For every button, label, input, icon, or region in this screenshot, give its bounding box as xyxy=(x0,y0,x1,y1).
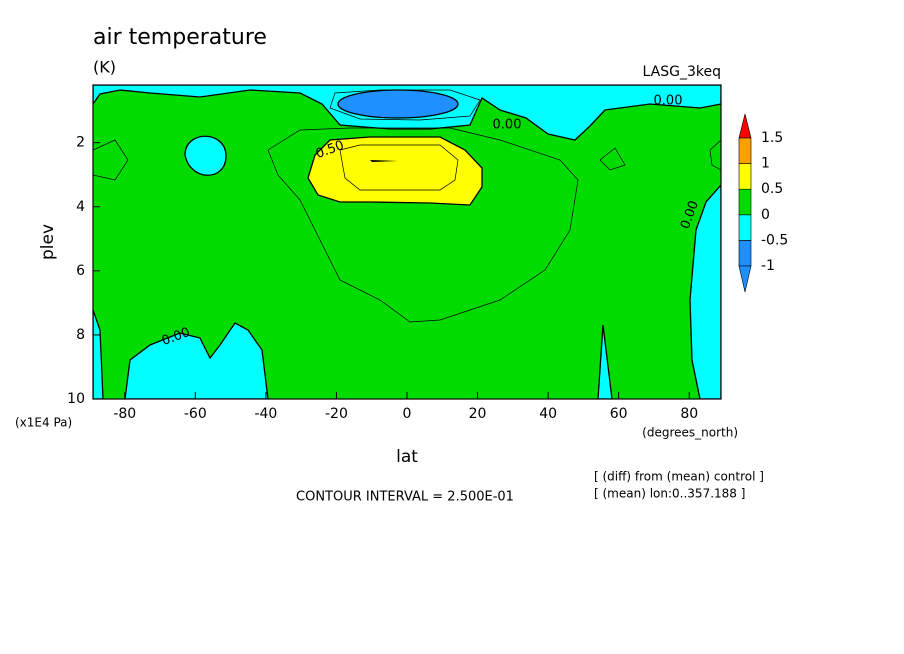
x-tick-label: 60 xyxy=(610,406,628,422)
y-tick-label: 6 xyxy=(76,263,85,279)
x-tick-label: -20 xyxy=(325,406,348,422)
colorbar-label: 0 xyxy=(761,207,770,223)
contour-region xyxy=(93,309,104,399)
note: [ (diff) from (mean) control ] xyxy=(594,470,764,484)
colorbar-label: 1.5 xyxy=(761,130,783,146)
y-tick-label: 8 xyxy=(76,327,85,343)
x-tick-label: 80 xyxy=(680,406,698,422)
contour-label: 0.00 xyxy=(654,94,683,109)
x-tick-label: 0 xyxy=(403,406,412,422)
chart-subtitle: (K) xyxy=(93,58,116,77)
contour-line xyxy=(709,139,721,171)
colorbar-label: -0.5 xyxy=(761,232,788,248)
contour-label: 0.00 xyxy=(493,118,522,133)
x-tick-label: -60 xyxy=(184,406,207,422)
contour-region xyxy=(184,135,227,176)
contour-line xyxy=(267,127,579,323)
chart-title: air temperature xyxy=(93,25,267,50)
colorbar-cap xyxy=(738,113,752,139)
y-unit: (x1E4 Pa) xyxy=(15,416,72,430)
run-label: LASG_3keq xyxy=(643,64,721,80)
colorbar-swatch xyxy=(738,188,752,216)
x-unit: (degrees_north) xyxy=(642,426,738,440)
note: [ (mean) lon:0..357.188 ] xyxy=(594,487,745,501)
colorbar-label: 0.5 xyxy=(761,181,783,197)
y-tick-label: 2 xyxy=(76,135,85,151)
colorbar-cap xyxy=(738,265,752,293)
colorbar-swatch xyxy=(738,214,752,241)
contour-field xyxy=(93,85,721,399)
x-tick-label: -40 xyxy=(254,406,277,422)
colorbar-label: 1 xyxy=(761,156,770,172)
colorbar-swatch xyxy=(738,137,752,164)
contour-interval: CONTOUR INTERVAL = 2.500E-01 xyxy=(296,490,514,505)
colorbar-swatch xyxy=(738,240,752,267)
x-axis-label: lat xyxy=(396,447,418,467)
x-tick-label: 20 xyxy=(469,406,487,422)
colorbar-label: -1 xyxy=(761,258,775,274)
y-tick-label: 10 xyxy=(67,391,85,407)
contour-region xyxy=(689,184,721,399)
contour-line xyxy=(339,144,459,191)
contour-region xyxy=(597,324,613,399)
contour-region xyxy=(307,136,483,206)
contour-line xyxy=(329,89,481,121)
contour-line xyxy=(599,147,626,171)
contour-line xyxy=(370,160,398,162)
x-tick-label: -80 xyxy=(113,406,136,422)
y-axis-label: plev xyxy=(38,224,58,260)
colorbar-swatch xyxy=(738,163,752,190)
contour-region xyxy=(124,322,269,399)
y-tick-label: 4 xyxy=(76,199,85,215)
contour-region xyxy=(337,89,459,119)
contour-line xyxy=(93,139,129,181)
x-tick-label: 40 xyxy=(539,406,557,422)
